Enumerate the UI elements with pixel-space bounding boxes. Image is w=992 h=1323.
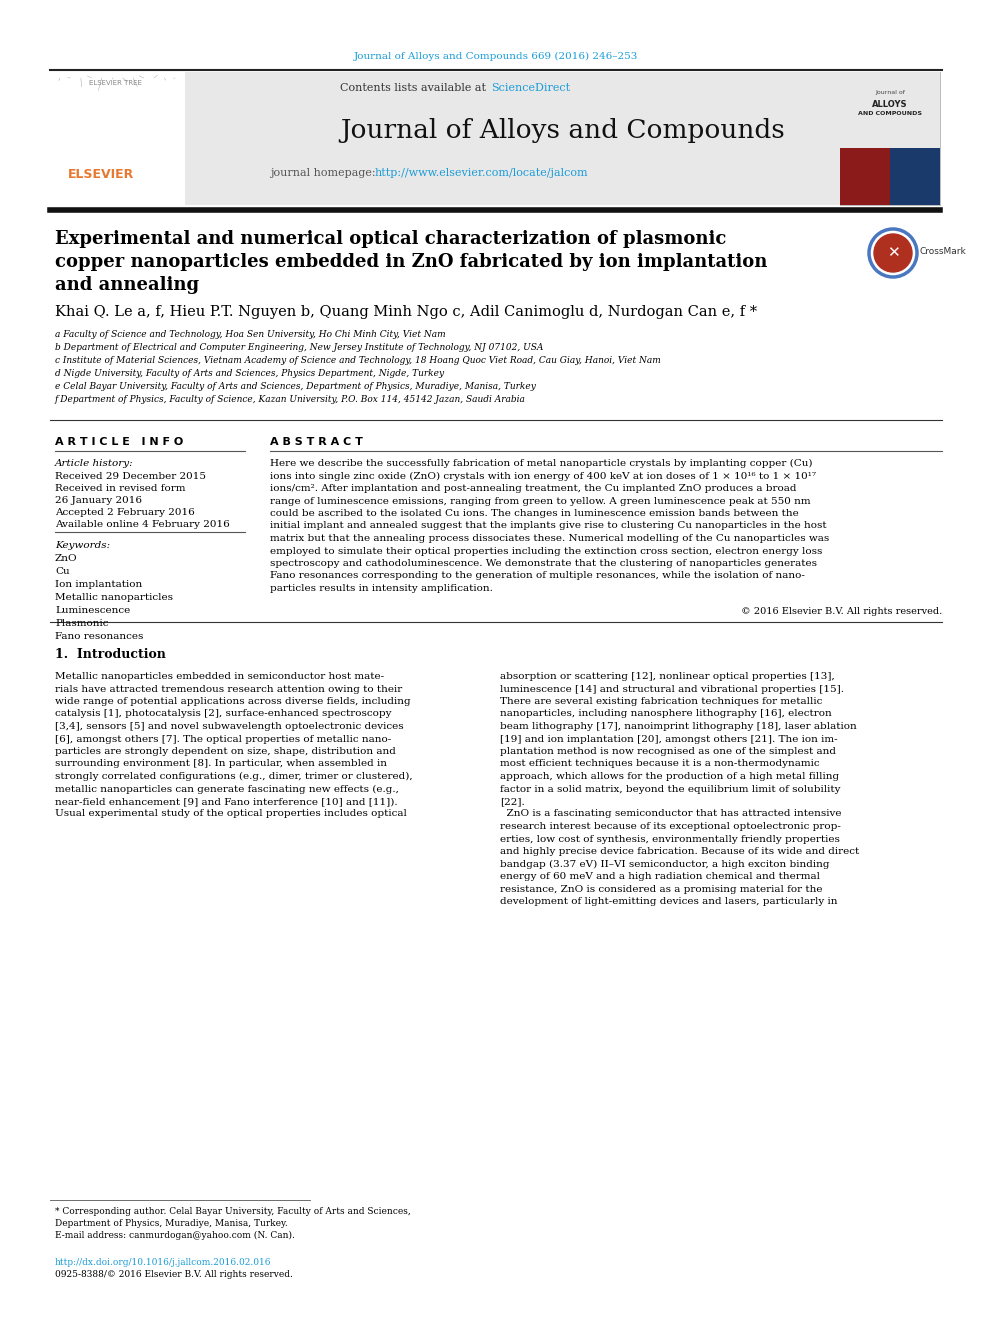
Text: ALLOYS: ALLOYS bbox=[872, 101, 908, 108]
Text: and highly precise device fabrication. Because of its wide and direct: and highly precise device fabrication. B… bbox=[500, 847, 859, 856]
Text: http://www.elsevier.com/locate/jalcom: http://www.elsevier.com/locate/jalcom bbox=[375, 168, 588, 179]
Text: ELSEVIER: ELSEVIER bbox=[68, 168, 134, 181]
Text: d Nigde University, Faculty of Arts and Sciences, Physics Department, Nigde, Tur: d Nigde University, Faculty of Arts and … bbox=[55, 369, 444, 378]
Text: Usual experimental study of the optical properties includes optical: Usual experimental study of the optical … bbox=[55, 810, 407, 819]
Text: 1.  Introduction: 1. Introduction bbox=[55, 648, 166, 662]
Text: Fano resonances: Fano resonances bbox=[55, 632, 144, 642]
Text: ✕: ✕ bbox=[887, 246, 900, 261]
Text: c Institute of Material Sciences, Vietnam Academy of Science and Technology, 18 : c Institute of Material Sciences, Vietna… bbox=[55, 356, 661, 365]
Text: ELSEVIER TREE: ELSEVIER TREE bbox=[88, 79, 142, 86]
Text: Accepted 2 February 2016: Accepted 2 February 2016 bbox=[55, 508, 194, 517]
FancyBboxPatch shape bbox=[50, 71, 840, 205]
Text: CrossMark: CrossMark bbox=[920, 247, 967, 257]
Text: approach, which allows for the production of a high metal filling: approach, which allows for the productio… bbox=[500, 773, 839, 781]
Text: [22].: [22]. bbox=[500, 796, 525, 806]
Text: energy of 60 meV and a high radiation chemical and thermal: energy of 60 meV and a high radiation ch… bbox=[500, 872, 820, 881]
Text: Received 29 December 2015: Received 29 December 2015 bbox=[55, 472, 206, 482]
Text: development of light-emitting devices and lasers, particularly in: development of light-emitting devices an… bbox=[500, 897, 837, 906]
Text: * Corresponding author. Celal Bayar University, Faculty of Arts and Sciences,: * Corresponding author. Celal Bayar Univ… bbox=[55, 1207, 411, 1216]
Text: factor in a solid matrix, beyond the equilibrium limit of solubility: factor in a solid matrix, beyond the equ… bbox=[500, 785, 840, 794]
Text: ScienceDirect: ScienceDirect bbox=[491, 83, 570, 93]
Text: Department of Physics, Muradiye, Manisa, Turkey.: Department of Physics, Muradiye, Manisa,… bbox=[55, 1218, 288, 1228]
FancyBboxPatch shape bbox=[840, 148, 890, 205]
Text: Plasmonic: Plasmonic bbox=[55, 619, 108, 628]
Text: ions/cm². After implantation and post-annealing treatment, the Cu implanted ZnO : ions/cm². After implantation and post-an… bbox=[270, 484, 797, 493]
FancyBboxPatch shape bbox=[890, 148, 940, 205]
Text: Cu: Cu bbox=[55, 568, 69, 576]
Text: plantation method is now recognised as one of the simplest and: plantation method is now recognised as o… bbox=[500, 747, 836, 755]
Text: catalysis [1], photocatalysis [2], surface-enhanced spectroscopy: catalysis [1], photocatalysis [2], surfa… bbox=[55, 709, 392, 718]
Text: research interest because of its exceptional optoelectronic prop-: research interest because of its excepti… bbox=[500, 822, 841, 831]
Text: Contents lists available at: Contents lists available at bbox=[340, 83, 489, 93]
Text: Keywords:: Keywords: bbox=[55, 541, 110, 550]
Text: could be ascribed to the isolated Cu ions. The changes in luminescence emission : could be ascribed to the isolated Cu ion… bbox=[270, 509, 799, 519]
Text: [6], amongst others [7]. The optical properties of metallic nano-: [6], amongst others [7]. The optical pro… bbox=[55, 734, 391, 744]
Text: A B S T R A C T: A B S T R A C T bbox=[270, 437, 363, 447]
Text: strongly correlated configurations (e.g., dimer, trimer or clustered),: strongly correlated configurations (e.g.… bbox=[55, 773, 413, 781]
Text: There are several existing fabrication techniques for metallic: There are several existing fabrication t… bbox=[500, 697, 822, 706]
Text: journal homepage:: journal homepage: bbox=[270, 168, 379, 179]
Text: particles results in intensity amplification.: particles results in intensity amplifica… bbox=[270, 583, 493, 593]
Text: copper nanoparticles embedded in ZnO fabricated by ion implantation: copper nanoparticles embedded in ZnO fab… bbox=[55, 253, 768, 271]
Text: Luminescence: Luminescence bbox=[55, 606, 130, 615]
Text: a Faculty of Science and Technology, Hoa Sen University, Ho Chi Minh City, Viet : a Faculty of Science and Technology, Hoa… bbox=[55, 329, 445, 339]
Text: erties, low cost of synthesis, environmentally friendly properties: erties, low cost of synthesis, environme… bbox=[500, 835, 840, 844]
Circle shape bbox=[874, 234, 912, 273]
Text: Experimental and numerical optical characterization of plasmonic: Experimental and numerical optical chara… bbox=[55, 230, 726, 247]
Text: Journal of Alloys and Compounds 669 (2016) 246–253: Journal of Alloys and Compounds 669 (201… bbox=[354, 52, 638, 61]
Text: E-mail address: canmurdogan@yahoo.com (N. Can).: E-mail address: canmurdogan@yahoo.com (N… bbox=[55, 1230, 295, 1240]
Text: A R T I C L E   I N F O: A R T I C L E I N F O bbox=[55, 437, 184, 447]
Text: f Department of Physics, Faculty of Science, Kazan University, P.O. Box 114, 451: f Department of Physics, Faculty of Scie… bbox=[55, 396, 526, 404]
Text: initial implant and annealed suggest that the implants give rise to clustering C: initial implant and annealed suggest tha… bbox=[270, 521, 826, 531]
FancyBboxPatch shape bbox=[840, 71, 940, 205]
Text: © 2016 Elsevier B.V. All rights reserved.: © 2016 Elsevier B.V. All rights reserved… bbox=[741, 607, 942, 617]
Text: employed to simulate their optical properties including the extinction cross sec: employed to simulate their optical prope… bbox=[270, 546, 822, 556]
Text: Journal of: Journal of bbox=[875, 90, 905, 95]
Text: beam lithography [17], nanoimprint lithography [18], laser ablation: beam lithography [17], nanoimprint litho… bbox=[500, 722, 857, 732]
Text: nanoparticles, including nanosphere lithography [16], electron: nanoparticles, including nanosphere lith… bbox=[500, 709, 831, 718]
Text: 26 January 2016: 26 January 2016 bbox=[55, 496, 142, 505]
Text: Metallic nanoparticles embedded in semiconductor host mate-: Metallic nanoparticles embedded in semic… bbox=[55, 672, 384, 681]
Text: metallic nanoparticles can generate fascinating new effects (e.g.,: metallic nanoparticles can generate fasc… bbox=[55, 785, 399, 794]
Text: Ion implantation: Ion implantation bbox=[55, 579, 142, 589]
Text: http://dx.doi.org/10.1016/j.jallcom.2016.02.016: http://dx.doi.org/10.1016/j.jallcom.2016… bbox=[55, 1258, 272, 1267]
Text: wide range of potential applications across diverse fields, including: wide range of potential applications acr… bbox=[55, 697, 411, 706]
Text: b Department of Electrical and Computer Engineering, New Jersey Institute of Tec: b Department of Electrical and Computer … bbox=[55, 343, 544, 352]
Text: ZnO: ZnO bbox=[55, 554, 77, 564]
Text: Journal of Alloys and Compounds: Journal of Alloys and Compounds bbox=[340, 118, 785, 143]
Text: and annealing: and annealing bbox=[55, 277, 199, 294]
FancyBboxPatch shape bbox=[50, 71, 185, 205]
Text: particles are strongly dependent on size, shape, distribution and: particles are strongly dependent on size… bbox=[55, 747, 396, 755]
Text: AND COMPOUNDS: AND COMPOUNDS bbox=[858, 111, 922, 116]
FancyBboxPatch shape bbox=[840, 71, 940, 148]
Text: matrix but that the annealing process dissociates these. Numerical modelling of : matrix but that the annealing process di… bbox=[270, 534, 829, 542]
Text: Article history:: Article history: bbox=[55, 459, 134, 468]
Text: Received in revised form: Received in revised form bbox=[55, 484, 186, 493]
Text: spectroscopy and cathodoluminescence. We demonstrate that the clustering of nano: spectroscopy and cathodoluminescence. We… bbox=[270, 560, 817, 568]
Text: bandgap (3.37 eV) II–VI semiconductor, a high exciton binding: bandgap (3.37 eV) II–VI semiconductor, a… bbox=[500, 860, 829, 869]
Text: Metallic nanoparticles: Metallic nanoparticles bbox=[55, 593, 173, 602]
Text: Khai Q. Le a, f, Hieu P.T. Nguyen b, Quang Minh Ngo c, Adil Canimoglu d, Nurdoga: Khai Q. Le a, f, Hieu P.T. Nguyen b, Qua… bbox=[55, 306, 757, 319]
Text: resistance, ZnO is considered as a promising material for the: resistance, ZnO is considered as a promi… bbox=[500, 885, 822, 893]
Text: e Celal Bayar University, Faculty of Arts and Sciences, Department of Physics, M: e Celal Bayar University, Faculty of Art… bbox=[55, 382, 536, 392]
Text: Available online 4 February 2016: Available online 4 February 2016 bbox=[55, 520, 230, 529]
Text: [3,4], sensors [5] and novel subwavelength optoelectronic devices: [3,4], sensors [5] and novel subwaveleng… bbox=[55, 722, 404, 732]
Text: range of luminescence emissions, ranging from green to yellow. A green luminesce: range of luminescence emissions, ranging… bbox=[270, 496, 810, 505]
Text: most efficient techniques because it is a non-thermodynamic: most efficient techniques because it is … bbox=[500, 759, 819, 769]
Text: rials have attracted tremendous research attention owing to their: rials have attracted tremendous research… bbox=[55, 684, 402, 693]
Text: luminescence [14] and structural and vibrational properties [15].: luminescence [14] and structural and vib… bbox=[500, 684, 844, 693]
Text: 0925-8388/© 2016 Elsevier B.V. All rights reserved.: 0925-8388/© 2016 Elsevier B.V. All right… bbox=[55, 1270, 293, 1279]
Text: ZnO is a fascinating semiconductor that has attracted intensive: ZnO is a fascinating semiconductor that … bbox=[500, 810, 841, 819]
Text: [19] and ion implantation [20], amongst others [21]. The ion im-: [19] and ion implantation [20], amongst … bbox=[500, 734, 837, 744]
Text: surrounding environment [8]. In particular, when assembled in: surrounding environment [8]. In particul… bbox=[55, 759, 387, 769]
Text: absorption or scattering [12], nonlinear optical properties [13],: absorption or scattering [12], nonlinear… bbox=[500, 672, 834, 681]
Text: Fano resonances corresponding to the generation of multiple resonances, while th: Fano resonances corresponding to the gen… bbox=[270, 572, 805, 581]
Text: ions into single zinc oxide (ZnO) crystals with ion energy of 400 keV at ion dos: ions into single zinc oxide (ZnO) crysta… bbox=[270, 471, 816, 480]
Text: Here we describe the successfully fabrication of metal nanoparticle crystals by : Here we describe the successfully fabric… bbox=[270, 459, 812, 468]
Text: near-field enhancement [9] and Fano interference [10] and [11]).: near-field enhancement [9] and Fano inte… bbox=[55, 796, 398, 806]
